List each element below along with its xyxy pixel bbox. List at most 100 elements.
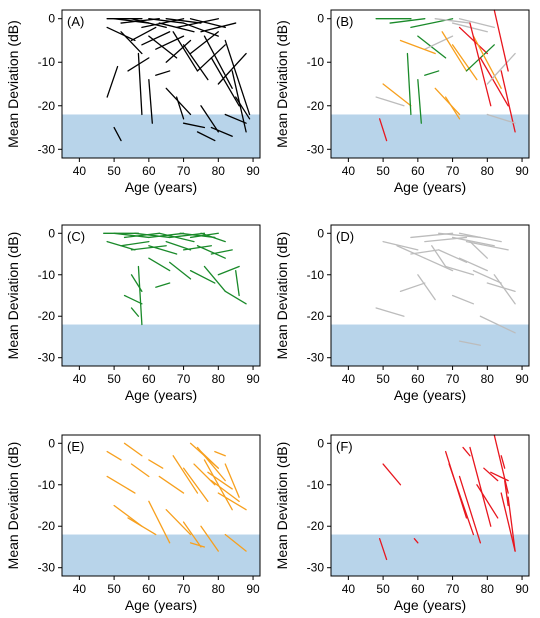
x-tick-label: 80 — [481, 582, 495, 596]
x-axis-label: Age (years) — [125, 387, 197, 403]
segment-8 — [396, 245, 426, 259]
x-tick-label: 50 — [107, 372, 121, 386]
x-tick-label: 70 — [446, 372, 460, 386]
segment-13 — [458, 257, 488, 272]
segment-23 — [469, 240, 488, 259]
segment-4 — [434, 18, 471, 24]
shaded-region — [331, 114, 529, 158]
x-tick-label: 70 — [177, 164, 191, 178]
y-tick-label: -10 — [38, 55, 56, 69]
x-tick-label: 40 — [73, 372, 87, 386]
x-tick-label: 60 — [142, 582, 156, 596]
segment-24 — [434, 87, 461, 116]
x-tick-label: 60 — [411, 164, 425, 178]
x-axis-label: Age (years) — [394, 179, 466, 195]
shaded-region — [331, 534, 529, 576]
segment-14 — [148, 245, 178, 255]
segment-13 — [500, 455, 506, 469]
segment-14 — [500, 492, 516, 552]
segment-18 — [203, 459, 233, 511]
segment-15 — [130, 26, 157, 42]
y-tick-label: -30 — [307, 561, 325, 575]
segment-2 — [113, 18, 150, 24]
x-tick-label: 60 — [142, 164, 156, 178]
segment-2 — [378, 538, 388, 561]
x-tick-label: 60 — [411, 372, 425, 386]
panel-3: 40 50 60 70 80 90 0 -10 -20 -30 Age (years) Mean De… — [5, 224, 261, 403]
y-tick-label: -10 — [307, 268, 325, 282]
plot-frame — [330, 224, 530, 367]
segment-18 — [155, 35, 185, 50]
segment-6 — [458, 475, 482, 544]
segment-9 — [182, 521, 202, 548]
segment-5 — [448, 463, 475, 536]
segment-18 — [469, 22, 492, 107]
segment-6 — [127, 517, 157, 536]
segment-16 — [493, 274, 516, 305]
segment-42 — [235, 96, 251, 120]
segment-16 — [507, 496, 516, 552]
segment-20 — [172, 31, 199, 72]
y-axis-label: Mean Deviation (dB) — [274, 20, 290, 148]
shaded-region — [331, 324, 529, 366]
y-axis-label: Mean Deviation (dB) — [5, 232, 21, 360]
segment-21 — [189, 269, 216, 284]
x-tick-label: 40 — [73, 164, 87, 178]
segment-26 — [137, 265, 143, 326]
segment-19 — [165, 39, 192, 63]
segment-7 — [169, 232, 206, 239]
y-tick-label: -20 — [38, 519, 56, 533]
segment-10 — [182, 22, 219, 37]
panel-label: (C) — [67, 229, 85, 244]
x-tick-label: 90 — [246, 164, 260, 178]
segment-20 — [169, 261, 192, 280]
x-tick-label: 90 — [515, 582, 529, 596]
x-tick-label: 80 — [481, 372, 495, 386]
segment-3 — [130, 463, 150, 478]
segment-22 — [200, 450, 219, 469]
segment-19 — [417, 274, 436, 301]
segment-23 — [424, 70, 440, 76]
segment-3 — [438, 232, 482, 239]
segment-6 — [148, 18, 185, 24]
segment-19 — [399, 39, 436, 55]
segment-12 — [120, 240, 150, 247]
segment-2 — [389, 18, 426, 24]
y-tick-label: -20 — [307, 519, 325, 533]
segment-20 — [382, 83, 412, 107]
y-tick-label: -20 — [307, 309, 325, 323]
segment-9 — [175, 18, 219, 29]
segment-17 — [148, 35, 178, 59]
segment-28 — [486, 113, 516, 124]
x-tick-label: 60 — [142, 372, 156, 386]
segment-32 — [137, 52, 143, 116]
segment-12 — [224, 533, 247, 552]
segment-15 — [486, 52, 516, 85]
segment-37 — [182, 122, 206, 129]
panel-2: 40 50 60 70 80 90 0 -10 -20 -30 Age (years) Mean De… — [274, 9, 530, 195]
y-tick-label: -10 — [307, 478, 325, 492]
segment-12 — [200, 22, 237, 33]
y-axis-label: Mean Deviation (dB) — [5, 20, 21, 148]
segment-5 — [451, 22, 488, 33]
x-tick-label: 60 — [411, 582, 425, 596]
segment-13 — [472, 35, 502, 90]
panel-label: (B) — [336, 14, 353, 29]
segment-18 — [210, 249, 233, 255]
x-tick-label: 80 — [481, 164, 495, 178]
segment-11 — [438, 249, 468, 263]
segment-14 — [479, 57, 509, 107]
segment-25 — [378, 118, 388, 142]
segment-38 — [200, 105, 219, 133]
y-tick-label: 0 — [317, 436, 324, 450]
segment-9 — [441, 31, 468, 72]
segment-4 — [106, 475, 136, 494]
shaded-region — [62, 534, 260, 576]
segment-4 — [130, 18, 167, 29]
segment-27 — [224, 39, 251, 116]
segment-24 — [224, 290, 247, 305]
segment-18 — [399, 282, 426, 293]
segment-11 — [458, 26, 488, 55]
segment-23 — [217, 265, 240, 276]
x-axis-label: Age (years) — [125, 597, 197, 613]
